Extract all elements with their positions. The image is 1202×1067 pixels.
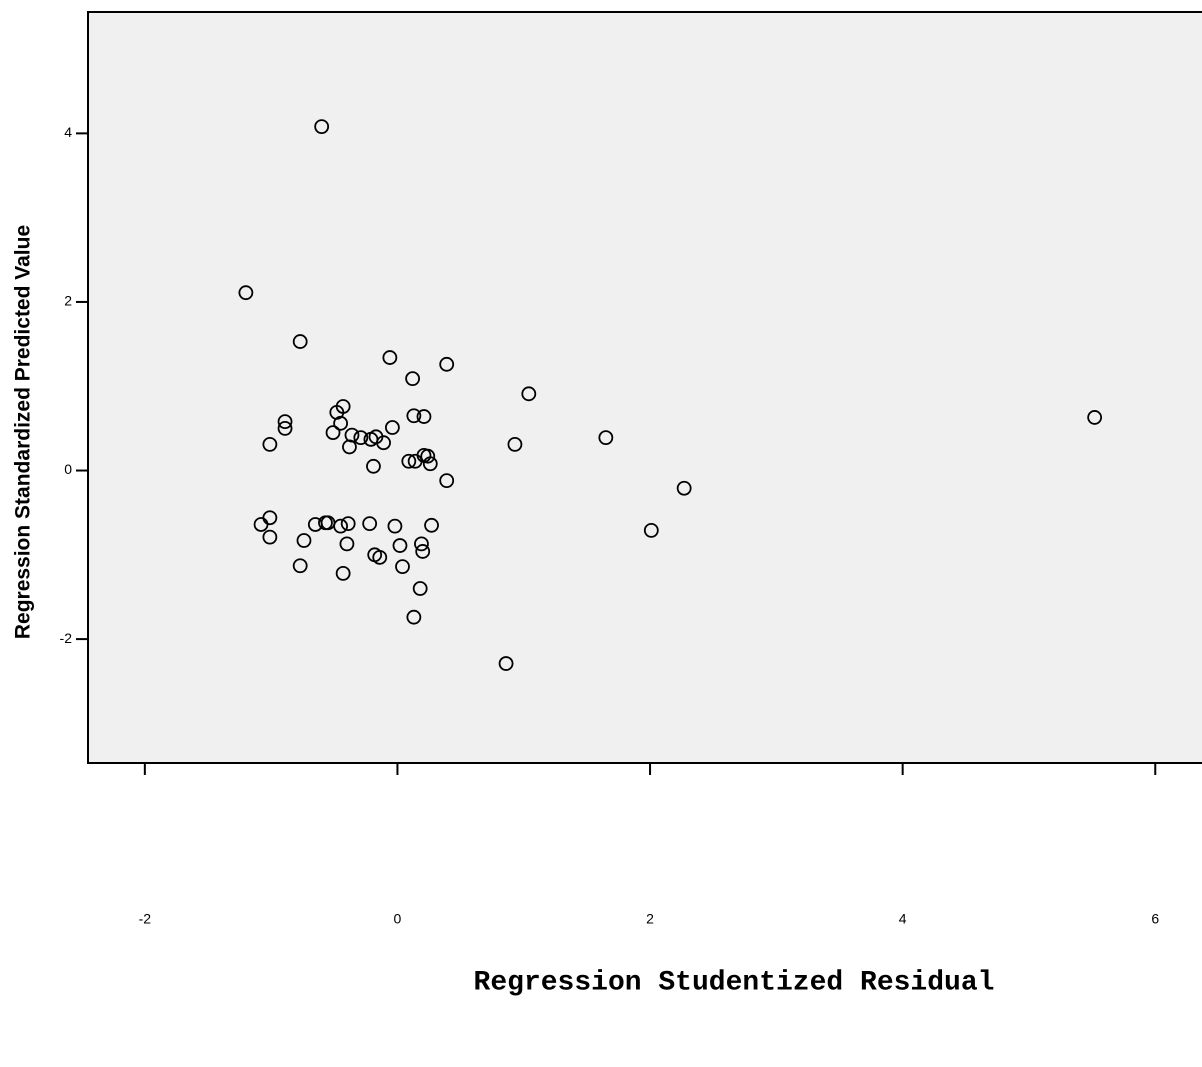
point (406, 408, 422, 424)
point (340, 516, 356, 532)
point (439, 473, 455, 489)
axis-frame (87, 11, 1202, 764)
point (415, 544, 431, 559)
point (333, 415, 349, 431)
y-tick-label: 4 (64, 124, 72, 140)
point (406, 609, 422, 625)
plot-area (88, 12, 1202, 763)
point (676, 480, 692, 496)
x-axis-label: Regression Studentized Residual (474, 967, 995, 998)
point (277, 420, 293, 436)
point (407, 453, 423, 469)
point (422, 456, 438, 472)
point (395, 559, 410, 575)
y-axis-label: Regression Standardized Predicted Value (12, 225, 35, 639)
point (366, 458, 381, 474)
point (384, 420, 400, 435)
point (307, 517, 323, 532)
point (498, 656, 514, 671)
point (335, 565, 351, 581)
x-tick-label: 4 (899, 911, 907, 927)
point (439, 356, 455, 372)
point (1087, 410, 1103, 425)
point (372, 549, 388, 565)
point (643, 522, 659, 538)
point (405, 371, 421, 387)
point (353, 430, 369, 446)
point (292, 334, 308, 349)
point (296, 533, 312, 548)
point (521, 386, 537, 402)
point (424, 517, 439, 533)
y-tick-label: -2 (60, 630, 73, 646)
point (339, 536, 355, 552)
point (376, 435, 391, 451)
point (598, 430, 614, 446)
point (262, 436, 278, 452)
point (507, 436, 523, 452)
point (416, 409, 432, 424)
point (333, 518, 349, 534)
point (262, 529, 278, 545)
point (238, 285, 254, 301)
point (420, 448, 436, 464)
point (387, 518, 403, 534)
point (401, 453, 417, 469)
x-tick-label: 2 (646, 911, 654, 927)
y-tick-label: 0 (64, 461, 72, 477)
point (342, 439, 357, 455)
point (277, 414, 293, 430)
point (325, 425, 341, 440)
point (253, 517, 269, 532)
point (314, 119, 330, 135)
x-tick-label: 6 (1151, 911, 1159, 927)
point (414, 536, 429, 552)
point (292, 558, 308, 574)
y-tick-label: 2 (64, 293, 72, 309)
point (412, 581, 428, 596)
x-tick-label: 0 (394, 911, 402, 927)
point (392, 538, 408, 553)
point (362, 516, 378, 532)
point (382, 350, 398, 365)
x-tick-label: -2 (139, 911, 152, 927)
